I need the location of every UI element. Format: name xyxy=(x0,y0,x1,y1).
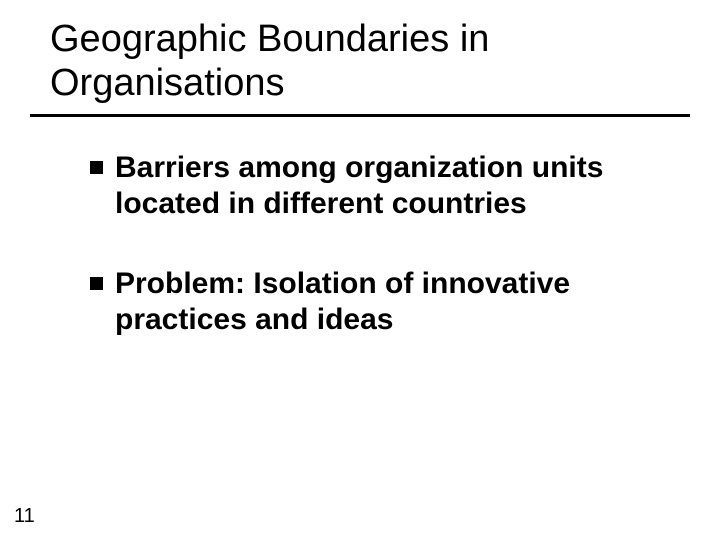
title-region: Geographic Boundaries in Organisations xyxy=(50,18,670,105)
square-bullet-icon xyxy=(90,277,103,290)
page-number: 11 xyxy=(14,505,35,528)
slide-title: Geographic Boundaries in Organisations xyxy=(50,18,670,105)
slide-container: Geographic Boundaries in Organisations B… xyxy=(0,0,720,540)
bullet-item: Barriers among organization units locate… xyxy=(90,150,660,222)
title-underline xyxy=(30,114,690,117)
square-bullet-icon xyxy=(90,161,103,174)
content-region: Barriers among organization units locate… xyxy=(90,150,660,382)
bullet-text: Barriers among organization units locate… xyxy=(115,150,660,222)
bullet-item: Problem: Isolation of innovative practic… xyxy=(90,266,660,338)
bullet-text: Problem: Isolation of innovative practic… xyxy=(115,266,660,338)
